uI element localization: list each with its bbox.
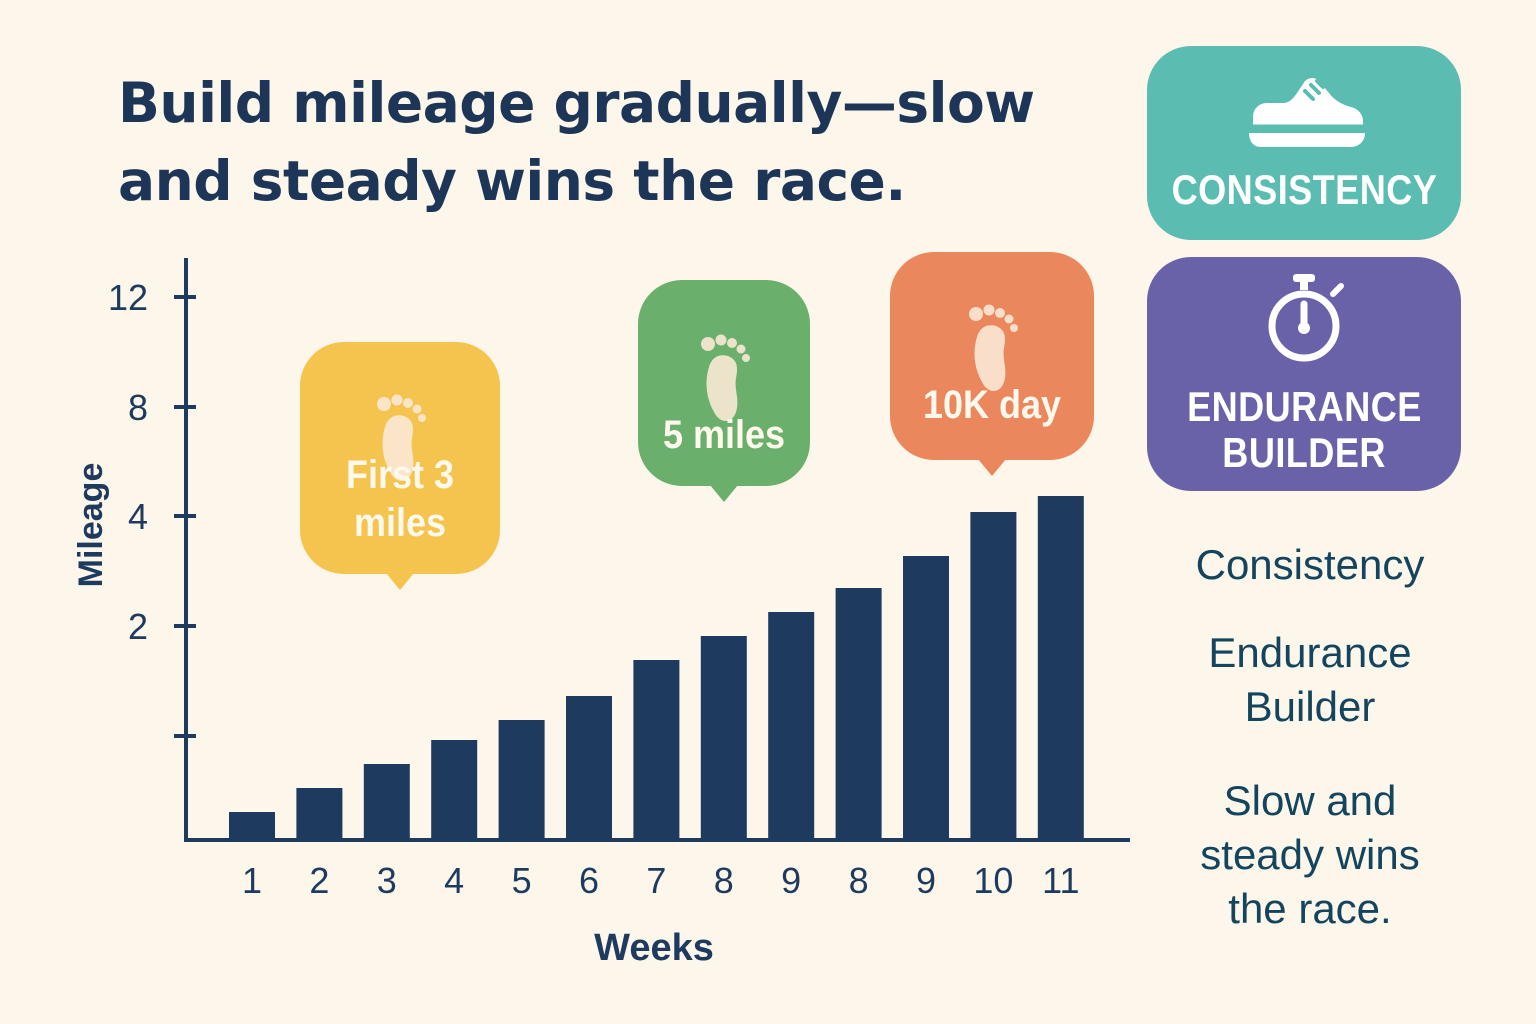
bar — [1037, 496, 1084, 840]
slow-text-line-1: Slow and — [1223, 777, 1397, 824]
x-tick-label: 9 — [916, 860, 936, 901]
x-axis-title: Weeks — [594, 927, 714, 969]
x-tick-label: 8 — [849, 860, 869, 901]
endurance-text-line-1: Endurance — [1208, 629, 1412, 676]
bar — [768, 612, 815, 840]
consistency-badge: CONSISTENCY — [1147, 46, 1461, 240]
page-title: Build mileage gradually—slow and steady … — [118, 64, 1078, 220]
x-tick-label: 11 — [1042, 860, 1079, 901]
bar — [566, 696, 612, 840]
bar — [431, 740, 478, 840]
x-tick-label: 9 — [781, 860, 801, 901]
endurance-text-line-2: Builder — [1244, 683, 1376, 730]
x-tick-label: 6 — [579, 860, 599, 901]
endurance-badge-label-line-1: ENDURANCE — [1186, 383, 1422, 430]
milestone-callout-pointer — [386, 573, 414, 590]
bar — [970, 512, 1017, 840]
milestone-callout-pointer — [710, 485, 738, 502]
milestone-callout-pointer — [978, 459, 1006, 476]
y-tick-label: 2 — [128, 606, 148, 647]
endurance-builder-text: Endurance Builder — [1160, 626, 1460, 734]
endurance-badge-label-line-2: BUILDER — [1222, 429, 1386, 476]
bar — [903, 556, 949, 840]
bar — [498, 720, 545, 840]
endurance-builder-badge: ENDURANCE BUILDER — [1147, 257, 1461, 491]
x-tick-label: 1 — [242, 860, 262, 901]
consistency-text-line: Consistency — [1195, 541, 1425, 588]
x-tick-label: 3 — [377, 860, 397, 901]
x-tick-label: 4 — [444, 860, 464, 901]
consistency-text: Consistency — [1160, 538, 1460, 592]
milestone-label-line-1: First 3 — [346, 453, 454, 497]
milestone-label-line-2: miles — [354, 501, 446, 545]
y-axis-title: Mileage — [72, 463, 110, 588]
footprint-icon — [969, 304, 1018, 391]
stopwatch-icon — [1268, 274, 1344, 362]
bar — [363, 764, 410, 840]
slow-text-line-2: steady wins — [1200, 831, 1420, 878]
bar — [229, 812, 275, 840]
footprint-icon — [701, 334, 750, 421]
bar — [633, 660, 680, 840]
slow-text-line-3: the race. — [1228, 885, 1392, 932]
bar — [835, 588, 882, 840]
x-tick-label: 8 — [714, 860, 734, 901]
bar — [700, 636, 747, 840]
x-tick-label: 10 — [973, 860, 1013, 901]
x-tick-label: 5 — [512, 860, 532, 901]
x-tick-label: 2 — [309, 860, 329, 901]
x-tick-label: 7 — [646, 860, 666, 901]
running-shoe-icon — [1249, 78, 1365, 147]
slow-and-steady-text: Slow and steady wins the race. — [1160, 774, 1460, 936]
y-tick-label: 12 — [108, 277, 148, 318]
headline-line-1: Build mileage gradually—slow — [118, 71, 1035, 135]
y-tick-label: 4 — [128, 496, 148, 537]
headline-line-2: and steady wins the race. — [118, 149, 906, 213]
milestone-label-line-1: 10K day — [923, 383, 1061, 427]
y-tick-label: 8 — [128, 387, 148, 428]
consistency-badge-label: CONSISTENCY — [1171, 166, 1437, 213]
milestone-label-line-1: 5 miles — [663, 413, 785, 457]
bar — [296, 788, 343, 840]
footprint-icon — [377, 394, 426, 481]
